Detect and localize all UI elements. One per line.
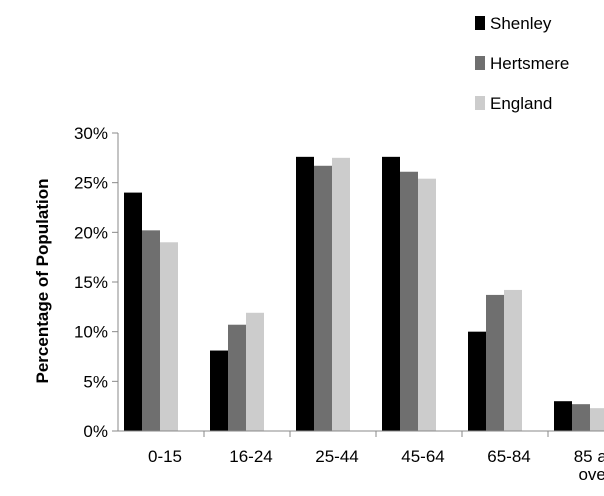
y-tick-label: 30% (74, 124, 108, 143)
bar-hertsmere-65-84 (486, 294, 504, 431)
bar-shenley-0-15 (124, 192, 142, 431)
bar-hertsmere-85-and-over (572, 404, 590, 431)
bar-england-85-and-over (590, 408, 604, 431)
y-tick-label: 0% (83, 422, 108, 441)
bar-shenley-85-and-over (554, 401, 572, 431)
bar-shenley-16-24 (210, 350, 228, 431)
x-tick-label: 0-15 (148, 447, 182, 466)
bar-hertsmere-0-15 (142, 230, 160, 431)
y-tick-label: 25% (74, 174, 108, 193)
x-tick-label: over (578, 465, 604, 484)
bar-england-0-15 (160, 242, 178, 431)
legend-swatch-england (475, 96, 485, 110)
x-axis: 0-15 16-24 25-44 45-64 65-84 85 anover (118, 430, 604, 484)
legend-label-shenley: Shenley (490, 14, 552, 33)
x-tick-label: 45-64 (401, 447, 444, 466)
x-tick-label: 16-24 (229, 447, 272, 466)
y-tick-label: 5% (83, 372, 108, 391)
y-tick-label: 15% (74, 273, 108, 292)
legend-swatch-hertsmere (475, 56, 485, 70)
y-axis: 0% 5% 10% 15% 20% 25% 30% (74, 124, 119, 441)
chart-legend: Shenley Hertsmere England (475, 14, 569, 113)
bar-shenley-25-44 (296, 156, 314, 431)
x-tick-label: 85 an (574, 447, 604, 466)
bar-shenley-45-64 (382, 156, 400, 431)
bar-hertsmere-25-44 (314, 165, 332, 431)
legend-label-hertsmere: Hertsmere (490, 54, 569, 73)
bar-hertsmere-45-64 (400, 171, 418, 432)
bar-shenley-65-84 (468, 331, 486, 431)
bars-group (124, 156, 604, 432)
y-tick-label: 20% (74, 223, 108, 242)
bar-england-16-24 (246, 312, 264, 431)
y-tick-label: 10% (74, 323, 108, 342)
legend-label-england: England (490, 94, 552, 113)
bar-england-45-64 (418, 178, 436, 431)
bar-england-65-84 (504, 289, 522, 431)
bar-england-25-44 (332, 157, 350, 432)
legend-swatch-shenley (475, 16, 485, 30)
bar-hertsmere-16-24 (228, 324, 246, 431)
x-tick-label: 65-84 (487, 447, 530, 466)
x-tick-label: 25-44 (315, 447, 358, 466)
y-axis-label: Percentage of Population (33, 179, 52, 384)
